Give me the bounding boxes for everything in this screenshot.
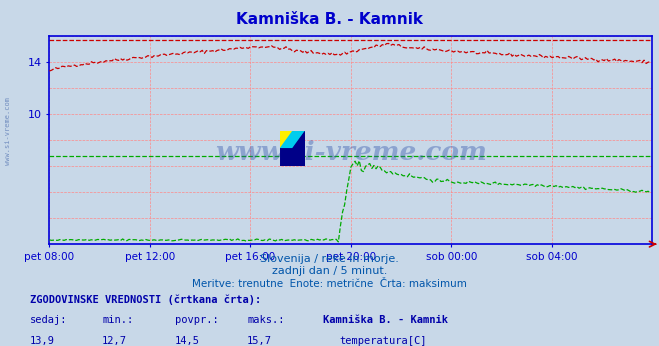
Text: www.si-vreme.com: www.si-vreme.com [215, 140, 487, 165]
Text: 13,9: 13,9 [30, 336, 55, 346]
Polygon shape [280, 131, 293, 149]
Text: min.:: min.: [102, 315, 133, 325]
Text: www.si-vreme.com: www.si-vreme.com [5, 98, 11, 165]
Text: zadnji dan / 5 minut.: zadnji dan / 5 minut. [272, 266, 387, 276]
Polygon shape [280, 131, 305, 149]
Text: sedaj:: sedaj: [30, 315, 67, 325]
Text: maks.:: maks.: [247, 315, 285, 325]
Text: Kamniška B. - Kamnik: Kamniška B. - Kamnik [323, 315, 448, 325]
Text: Meritve: trenutne  Enote: metrične  Črta: maksimum: Meritve: trenutne Enote: metrične Črta: … [192, 279, 467, 289]
Text: Slovenija / reke in morje.: Slovenija / reke in morje. [260, 254, 399, 264]
Text: temperatura[C]: temperatura[C] [339, 336, 427, 346]
Text: 14,5: 14,5 [175, 336, 200, 346]
Polygon shape [280, 131, 305, 166]
Text: Kamniška B. - Kamnik: Kamniška B. - Kamnik [236, 12, 423, 27]
Text: 15,7: 15,7 [247, 336, 272, 346]
Text: povpr.:: povpr.: [175, 315, 218, 325]
Text: ZGODOVINSKE VREDNOSTI (črtkana črta):: ZGODOVINSKE VREDNOSTI (črtkana črta): [30, 294, 261, 304]
Text: 12,7: 12,7 [102, 336, 127, 346]
